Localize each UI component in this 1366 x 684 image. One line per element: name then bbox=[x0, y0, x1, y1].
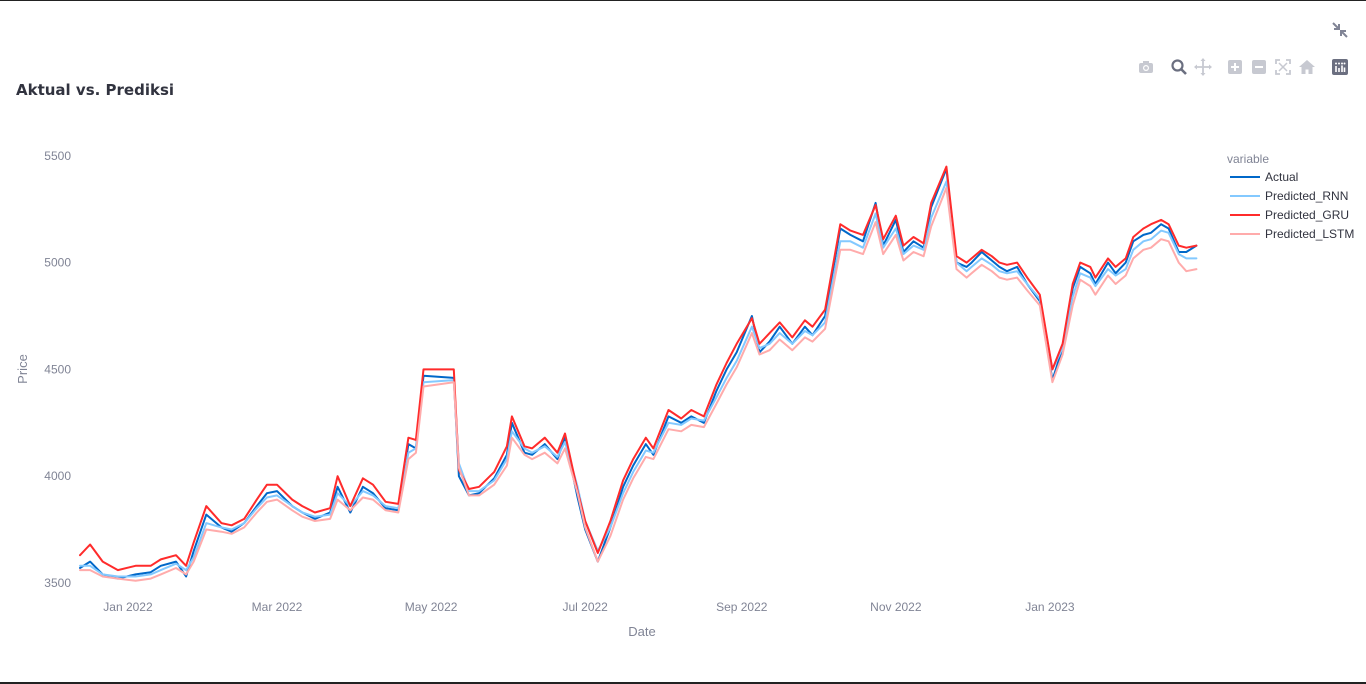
y-tick-label: 5500 bbox=[44, 149, 71, 163]
x-tick-label: Jan 2023 bbox=[1025, 600, 1075, 614]
y-tick-label: 3500 bbox=[44, 576, 71, 590]
x-tick-label: Jan 2022 bbox=[103, 600, 153, 614]
camera-icon[interactable] bbox=[1136, 57, 1156, 77]
zoom-in-icon[interactable] bbox=[1225, 57, 1245, 77]
top-border bbox=[0, 0, 1366, 1]
x-tick-label: May 2022 bbox=[405, 600, 458, 614]
home-icon[interactable] bbox=[1297, 57, 1317, 77]
x-axis-title: Date bbox=[628, 624, 655, 639]
x-tick-label: Sep 2022 bbox=[716, 600, 768, 614]
x-tick-label: Mar 2022 bbox=[252, 600, 303, 614]
legend-label[interactable]: Actual bbox=[1265, 170, 1298, 184]
series-line-actual[interactable] bbox=[79, 167, 1198, 580]
series-line-predicted-lstm[interactable] bbox=[79, 186, 1198, 582]
x-tick-label: Jul 2022 bbox=[562, 600, 608, 614]
legend-label[interactable]: Predicted_LSTM bbox=[1265, 227, 1354, 241]
series-line-predicted-gru[interactable] bbox=[79, 165, 1198, 572]
legend-label[interactable]: Predicted_RNN bbox=[1265, 189, 1348, 203]
y-tick-label: 5000 bbox=[44, 256, 71, 270]
legend-title: variable bbox=[1227, 152, 1269, 166]
chart-title: Aktual vs. Prediksi bbox=[16, 81, 175, 99]
legend-label[interactable]: Predicted_GRU bbox=[1265, 208, 1349, 222]
bottom-border bbox=[0, 682, 1366, 684]
y-tick-label: 4000 bbox=[44, 469, 71, 483]
zoom-out-icon[interactable] bbox=[1249, 57, 1269, 77]
y-axis-title: Price bbox=[15, 354, 30, 384]
y-tick-label: 4500 bbox=[44, 362, 71, 376]
autoscale-icon[interactable] bbox=[1273, 57, 1293, 77]
zoom-icon[interactable] bbox=[1169, 57, 1189, 77]
exit-fullscreen-icon[interactable] bbox=[1330, 20, 1350, 40]
pan-icon[interactable] bbox=[1193, 57, 1213, 77]
plotly-logo-icon[interactable] bbox=[1330, 57, 1350, 77]
x-tick-label: Nov 2022 bbox=[870, 600, 922, 614]
